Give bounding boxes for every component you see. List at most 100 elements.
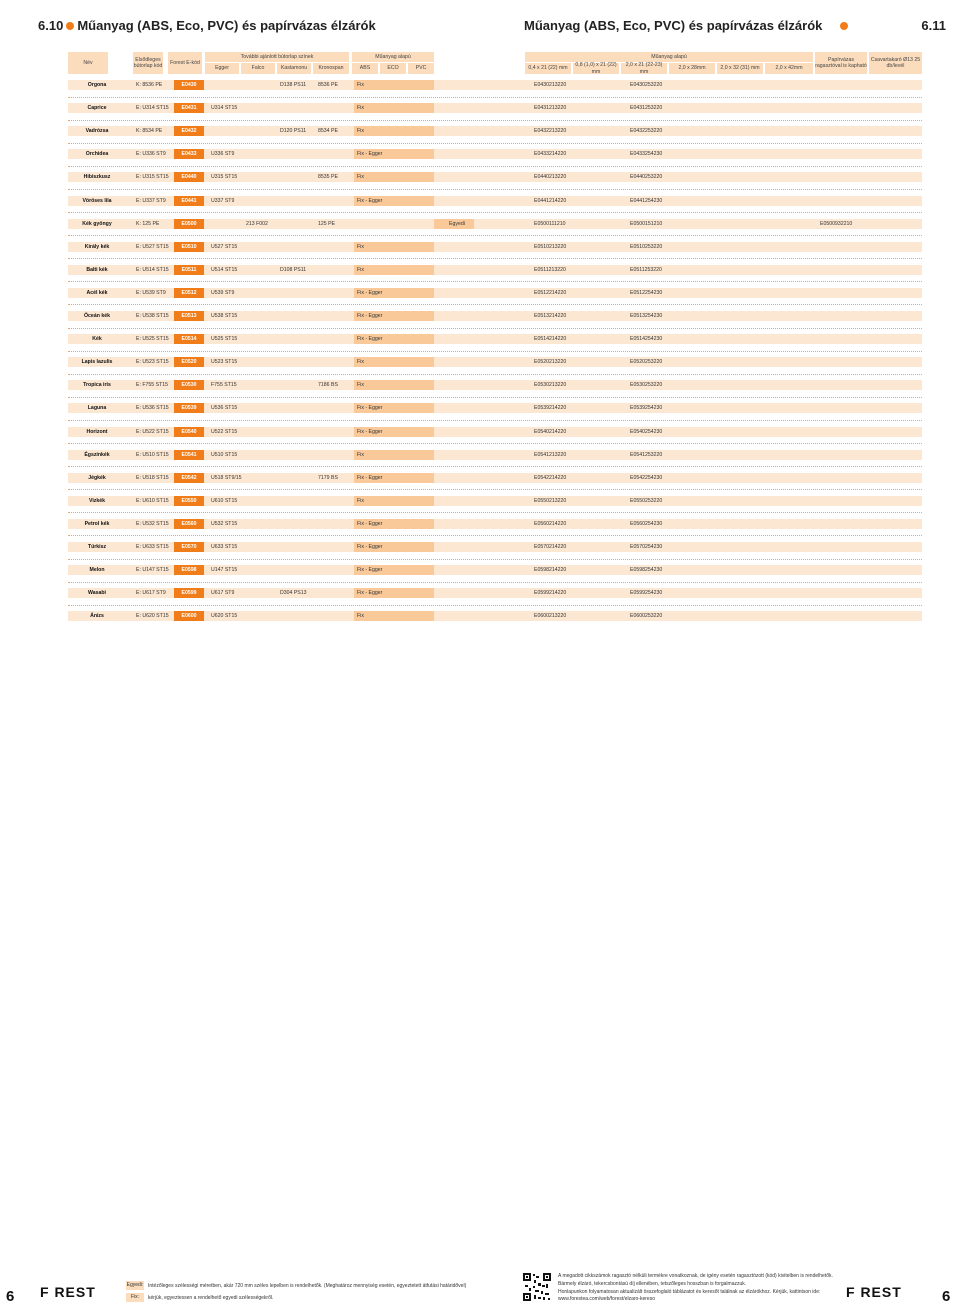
cell-s5: E0598254230 bbox=[630, 567, 663, 574]
cell-name: Horizont bbox=[86, 428, 108, 435]
cell-s5: E0599254230 bbox=[630, 590, 663, 597]
cell-s5: E0500151210 bbox=[630, 220, 663, 227]
bullet-dot-icon bbox=[840, 21, 849, 30]
cell-material: Egyedi bbox=[449, 220, 465, 227]
header-size-3: 2,0 x 21 (22-23) mm bbox=[621, 62, 667, 75]
header-tovabbi: További ajánlott bútorlap színek bbox=[205, 52, 349, 62]
header-muanyag: Műanyag alapú bbox=[352, 52, 434, 62]
table-row: Balti kék E: U514 ST15 E0511 U514 ST15 D108 … bbox=[68, 264, 922, 275]
cell-egger: U336 ST9 bbox=[211, 151, 235, 158]
row-divider bbox=[68, 258, 922, 260]
cell-material: Fix - Egger bbox=[357, 197, 383, 204]
cell-prim: E: U522 ST15 bbox=[136, 428, 169, 435]
table-row: Melon E: U147 ST15 E0598 U147 ST15 E05982142… bbox=[68, 565, 922, 576]
header-pvc: PVC bbox=[408, 63, 434, 74]
cell-egger: U538 ST15 bbox=[211, 313, 238, 319]
material-cell bbox=[354, 403, 434, 414]
row-divider bbox=[68, 466, 922, 468]
material-cell bbox=[354, 518, 434, 529]
cell-s5: E0530253220 bbox=[630, 382, 663, 389]
footer-link[interactable]: www.forestea.com/web/forest/elzaro-keres… bbox=[558, 1296, 655, 1302]
header-muanyag-right: Műanyag alapú bbox=[525, 52, 813, 62]
table-row: Tropica iris E: F755 ST15 E0530 F755 ST15 71… bbox=[68, 380, 922, 391]
forest-logo-left: F REST bbox=[40, 1284, 96, 1300]
cell-material: Fix bbox=[357, 266, 364, 273]
cell-csavar: E0500932210 bbox=[820, 220, 853, 227]
cell-s5: E0514254230 bbox=[630, 336, 663, 343]
cell-name: Laguna bbox=[87, 405, 107, 412]
cell-egger: F755 ST15 bbox=[211, 382, 237, 389]
cell-prim: E: U336 ST9 bbox=[136, 151, 166, 158]
cell-prim: E: U510 ST15 bbox=[136, 451, 169, 458]
cell-prim: E: U523 ST15 bbox=[136, 359, 169, 366]
row-divider bbox=[68, 165, 922, 167]
row-divider bbox=[68, 119, 922, 121]
cell-s5: E0540254230 bbox=[630, 428, 663, 435]
row-divider bbox=[68, 235, 922, 237]
cell-material: Fix - Egger bbox=[357, 336, 383, 343]
legend-egyedi-text: Intézőleges szélességi méretben, akár 72… bbox=[148, 1283, 467, 1289]
cell-code: E0512 bbox=[174, 287, 204, 298]
cell-name: Kék bbox=[92, 336, 102, 343]
cell-s5: E0600253220 bbox=[630, 613, 663, 620]
cell-s5: E0513254230 bbox=[630, 313, 663, 319]
left-section-number: 6.10 bbox=[38, 18, 64, 33]
cell-material: Fix - Egger bbox=[357, 151, 383, 158]
cell-code: E0514 bbox=[174, 334, 204, 345]
table-row: Türkisz E: U633 ST15 E0570 U633 ST15 E057021… bbox=[68, 542, 922, 552]
cell-prim: E: U532 ST15 bbox=[136, 520, 169, 527]
forest-logo-right: F REST bbox=[846, 1284, 902, 1300]
cell-material: Fix - Egger bbox=[357, 474, 383, 481]
legend-egyedi-swatch: Egyedi: bbox=[126, 1281, 144, 1290]
footer-note-2: Bármely élzáró, tekercsbontású díj ellen… bbox=[558, 1281, 747, 1287]
cell-egger: U610 ST15 bbox=[211, 497, 238, 504]
cell-s3: E0441214220 bbox=[534, 197, 567, 204]
cell-egger: U523 ST15 bbox=[211, 359, 238, 366]
cell-s3: E0560214220 bbox=[534, 520, 567, 527]
cell-name: Vadrózsa bbox=[85, 128, 109, 135]
cell-code: E0539 bbox=[174, 403, 204, 414]
cell-code: E0550 bbox=[174, 495, 204, 506]
cell-code: E0431 bbox=[174, 103, 204, 114]
row-divider bbox=[68, 512, 922, 514]
cell-s3: E0599214220 bbox=[534, 590, 567, 597]
header-forest-kod: Forest E-kód bbox=[168, 52, 202, 74]
row-divider bbox=[68, 535, 922, 537]
cell-material: Fix bbox=[357, 497, 364, 504]
cell-s3: E0600213220 bbox=[534, 613, 567, 620]
cell-name: Melon bbox=[89, 567, 105, 574]
cell-name: Vöröses lila bbox=[82, 197, 112, 204]
footer-note-1: A megadott cikkszámok ragasztó nélküli t… bbox=[558, 1273, 833, 1279]
cell-name: Caprice bbox=[87, 105, 107, 112]
header-size-2: 0,8 (1,0) x 21 (22) mm bbox=[573, 62, 619, 75]
qr-code-icon[interactable] bbox=[522, 1272, 552, 1302]
cell-code: E0500 bbox=[174, 218, 204, 229]
cell-material: Fix - Egger bbox=[357, 428, 383, 435]
cell-s3: E0430213220 bbox=[534, 82, 567, 88]
cell-prim: E: U518 ST15 bbox=[136, 474, 169, 481]
cell-material: Fix bbox=[357, 451, 364, 458]
material-cell bbox=[354, 264, 434, 275]
cell-egger: U514 ST15 bbox=[211, 266, 238, 273]
material-cell bbox=[354, 172, 434, 183]
cell-name: Orchidea bbox=[85, 151, 109, 158]
header-size-5: 2,0 x 32 (31) mm bbox=[717, 63, 763, 74]
cell-krono: 8535 PE bbox=[318, 174, 338, 181]
legend-fix-text: kérjük, egyeztessen a rendelhető egyedi … bbox=[148, 1295, 274, 1301]
row-divider bbox=[68, 604, 922, 606]
cell-material: Fix - Egger bbox=[357, 567, 383, 574]
header-kastamonu: Kastamonu bbox=[277, 63, 311, 74]
cell-code: E0599 bbox=[174, 588, 204, 599]
page-number-right: 6 bbox=[942, 1288, 951, 1305]
material-cell bbox=[354, 542, 434, 552]
table-row: Petrol kék E: U532 ST15 E0560 U532 ST15 E056… bbox=[68, 518, 922, 529]
table-row: Lapis lazulis E: U523 ST15 E0520 U523 ST15 E… bbox=[68, 357, 922, 368]
material-cell bbox=[354, 241, 434, 252]
cell-s5: E0520253220 bbox=[630, 359, 663, 366]
cell-egger: U620 ST15 bbox=[211, 613, 238, 620]
table-row: Kék E: U525 ST15 E0514 U525 ST15 E0514214220… bbox=[68, 334, 922, 345]
cell-kasta: D304 PS13 bbox=[280, 590, 307, 597]
table-row: Kék gyöngy K: 125 PE E0500 213 F002 125 PE E0… bbox=[68, 218, 922, 229]
material-cell bbox=[434, 218, 474, 229]
page-number-left: 6 bbox=[6, 1288, 15, 1305]
